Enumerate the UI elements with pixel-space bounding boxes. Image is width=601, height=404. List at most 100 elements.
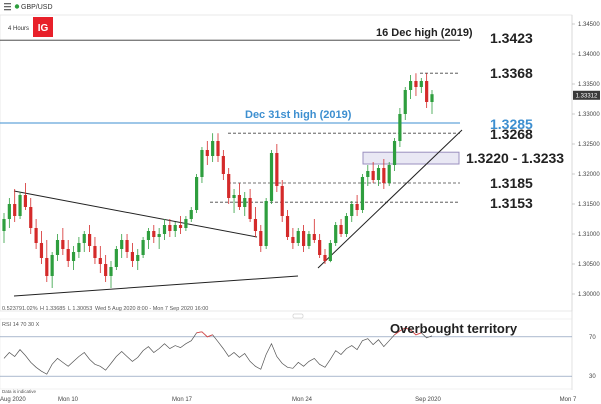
- candle-body: [285, 216, 290, 237]
- candle: [152, 225, 156, 243]
- candle-body: [216, 141, 220, 156]
- candle-body: [323, 255, 327, 261]
- level-label-dec16: 1.3423: [490, 30, 533, 46]
- level-label-s13153: 1.3153: [490, 195, 533, 211]
- level-label-s13185: 1.3185: [490, 175, 533, 191]
- annotation-layer: 16 Dec high (2019) 1.3423 1.3368 Dec 31st h…: [0, 27, 564, 211]
- candle-body: [98, 258, 102, 264]
- candle: [339, 219, 343, 237]
- y-tick-label: 1.31500: [578, 202, 600, 208]
- candle: [403, 87, 407, 120]
- candle: [355, 195, 359, 216]
- candle-body: [334, 225, 338, 243]
- candle-body: [221, 156, 225, 174]
- y-tick-label: 1.32500: [578, 142, 600, 148]
- candle-body: [82, 234, 86, 243]
- candle-body: [71, 252, 76, 261]
- timeframe-label[interactable]: 4 Hours: [8, 26, 29, 32]
- candle: [18, 192, 22, 219]
- ohlc-high: H 1.33685: [40, 306, 65, 312]
- candle-body: [409, 81, 413, 90]
- candle-body: [45, 258, 49, 276]
- y-tick-label: 1.30500: [578, 262, 600, 268]
- candle-body: [248, 198, 252, 219]
- candle: [205, 141, 209, 165]
- candle-body: [77, 243, 81, 252]
- ig-logo-text: IG: [38, 23, 49, 34]
- candle: [253, 207, 258, 237]
- y-tick-label: 1.34500: [578, 22, 600, 28]
- candle: [275, 144, 279, 192]
- candle: [29, 198, 33, 234]
- candle-body: [360, 177, 365, 210]
- candle: [23, 183, 27, 210]
- candle: [264, 198, 268, 249]
- candle: [328, 240, 332, 263]
- candle: [98, 246, 102, 273]
- candle-body: [23, 195, 27, 207]
- level-label-zone: 1.3220 - 1.3233: [466, 150, 564, 166]
- candle-body: [259, 231, 263, 246]
- candle-body: [312, 234, 316, 240]
- candle: [2, 213, 6, 243]
- candle-body: [146, 231, 151, 240]
- candle-body: [419, 81, 423, 87]
- candle: [350, 201, 354, 222]
- y-tick-label: 1.33500: [578, 82, 600, 88]
- candle-body: [307, 234, 311, 246]
- candle: [162, 219, 167, 240]
- candle: [291, 228, 295, 249]
- candle: [7, 198, 11, 228]
- candle: [232, 189, 236, 213]
- candle-body: [114, 249, 118, 267]
- candle: [414, 73, 418, 96]
- candle-body: [55, 240, 60, 255]
- x-tick-label: Mon 7: [560, 397, 577, 403]
- candle-body: [328, 243, 332, 261]
- candle: [109, 261, 113, 288]
- candle-body: [430, 94, 434, 102]
- live-status-icon: [14, 4, 20, 9]
- candle-body: [371, 171, 375, 180]
- rsi-level-label: 30: [589, 374, 596, 380]
- candle-body: [88, 234, 92, 246]
- candle: [269, 150, 274, 204]
- candle-body: [50, 255, 54, 276]
- y-tick-label: 1.31000: [578, 232, 600, 238]
- candle: [141, 237, 145, 258]
- candle: [398, 108, 402, 147]
- hamburger-icon[interactable]: [4, 3, 11, 11]
- candle: [366, 165, 370, 186]
- candle: [189, 207, 193, 222]
- candle-body: [109, 267, 113, 276]
- level-label-dec31: 1.3285: [490, 116, 533, 132]
- candle-body: [318, 240, 322, 255]
- y-axis: 1.34500 1.34000 1.33500 1.33000 1.32500 1.320…: [572, 22, 600, 298]
- ascending-trendline: [317, 129, 463, 269]
- ohlc-open: 0.52379: [2, 306, 22, 312]
- last-price-marker: 1.33312: [573, 90, 600, 100]
- candle: [93, 237, 97, 264]
- candle: [259, 225, 263, 252]
- candle: [221, 150, 225, 180]
- level-label-r13268: 1.3268: [490, 126, 533, 142]
- candle-body: [425, 81, 429, 102]
- candle-body: [264, 201, 268, 246]
- candle: [136, 249, 140, 270]
- symbol-label[interactable]: GBP/USD: [21, 4, 53, 11]
- descending-trendline-upper: [13, 190, 258, 238]
- x-axis: Aug 2020 Mon 10 Mon 17 Mon 24 Sep 2020 Mon 7: [0, 397, 577, 403]
- candle-body: [157, 234, 161, 237]
- candle-body: [162, 225, 167, 234]
- candle-body: [34, 228, 38, 243]
- candle-body: [13, 204, 17, 216]
- candle-body: [275, 153, 279, 186]
- candle: [323, 249, 327, 264]
- candle-body: [120, 240, 124, 249]
- descending-trendline-lower: [13, 275, 299, 297]
- panel-resize-handle[interactable]: [292, 313, 304, 319]
- candle-body: [350, 204, 354, 216]
- rsi-line: [3, 327, 433, 375]
- candle-body: [296, 231, 300, 243]
